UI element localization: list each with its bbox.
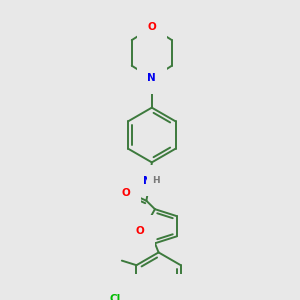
- Text: O: O: [136, 226, 145, 236]
- Text: H: H: [152, 176, 159, 185]
- Text: N: N: [147, 74, 156, 83]
- Text: Cl: Cl: [110, 294, 121, 300]
- Text: O: O: [122, 188, 131, 198]
- Text: O: O: [147, 22, 156, 32]
- Text: N: N: [143, 176, 152, 186]
